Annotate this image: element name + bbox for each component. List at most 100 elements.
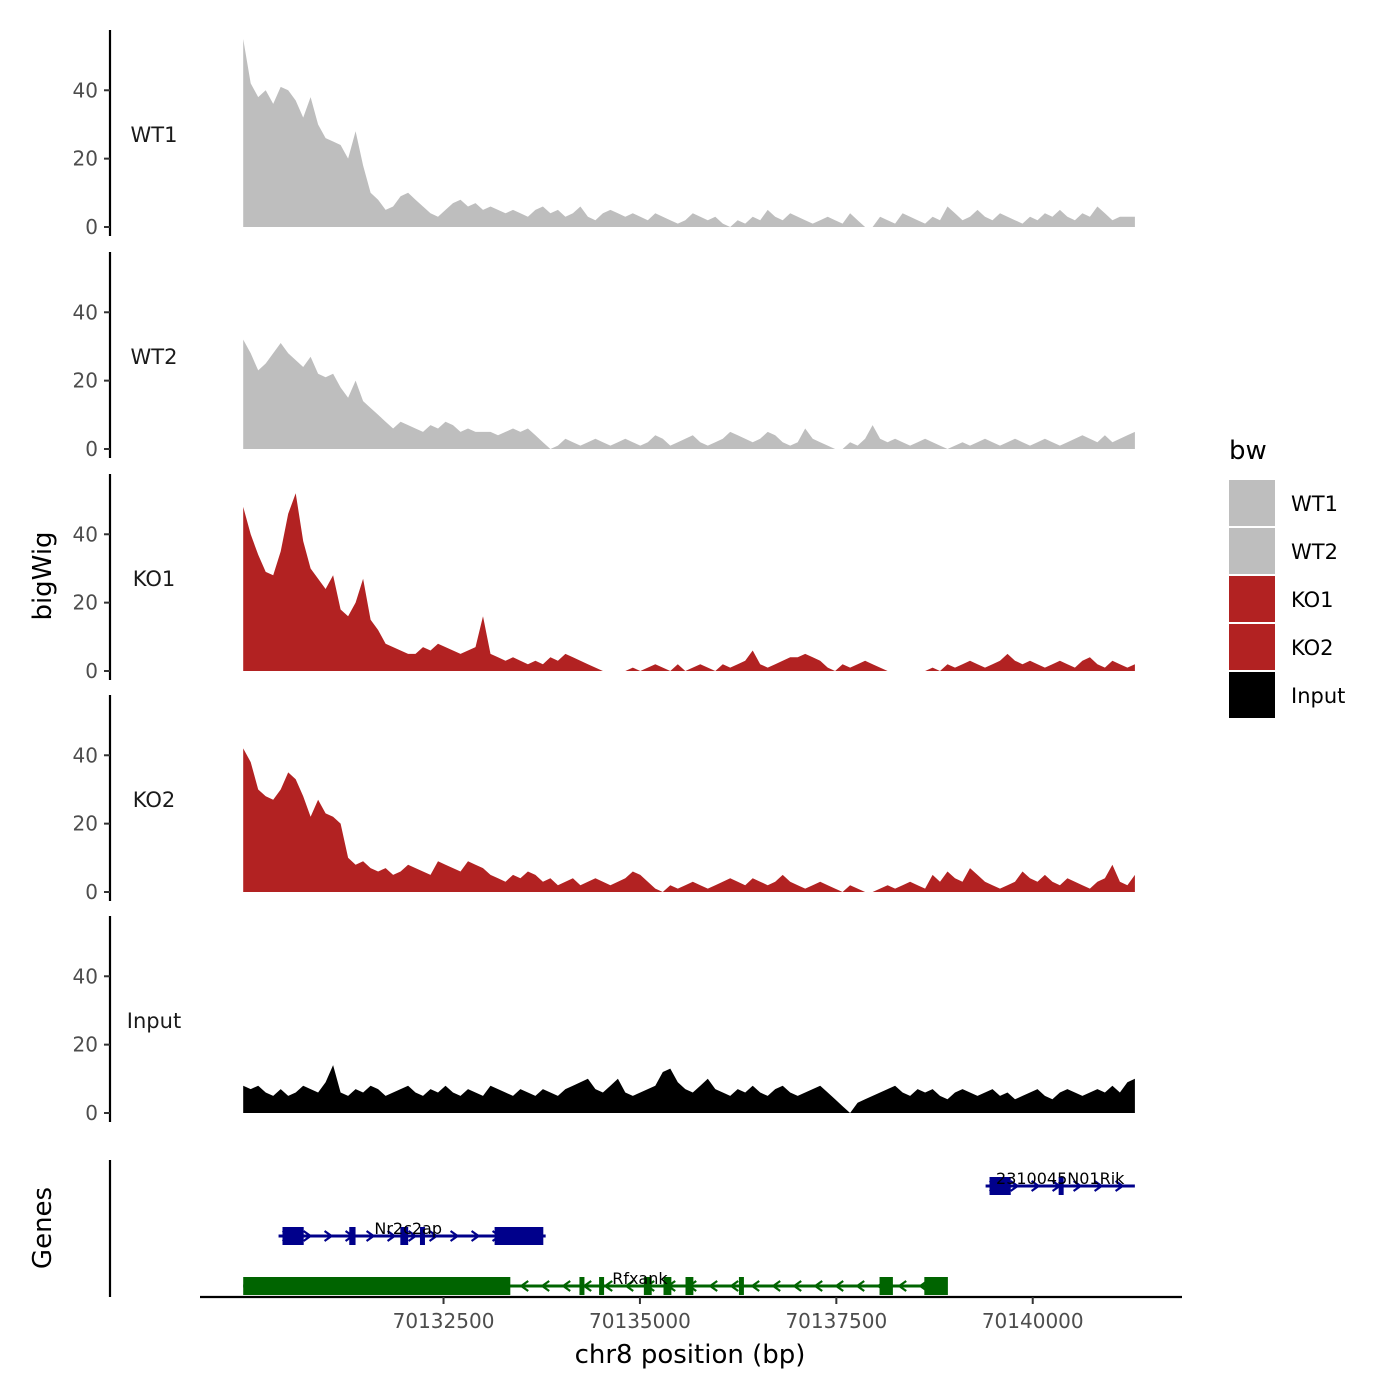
x-tick-label: 70132500 — [393, 1309, 495, 1333]
area-wt2 — [243, 339, 1135, 449]
strand-chevron — [834, 1280, 844, 1292]
legend-label-wt1: WT1 — [1291, 492, 1338, 516]
x-tick-label: 70140000 — [982, 1309, 1084, 1333]
gene-track: 2310045N01Rik Nr2c2ap Rfxank — [108, 1160, 1135, 1297]
exon — [419, 1227, 425, 1245]
track-label-wt1: WT1 — [131, 123, 178, 147]
legend: bw WT1 WT2 KO1 KO2 Input — [1229, 436, 1345, 718]
strand-chevron — [708, 1280, 718, 1292]
exon — [1058, 1177, 1064, 1195]
gene-label: Rfxank — [612, 1269, 668, 1288]
strand-chevron — [1009, 1180, 1020, 1192]
y-tick-label: 20 — [73, 812, 98, 836]
y-tick-label: 0 — [85, 215, 98, 239]
track-input: 0 20 40 Input — [73, 916, 1135, 1125]
exon — [643, 1277, 652, 1295]
strand-chevron — [897, 1280, 907, 1292]
genes-axis-title: Genes — [28, 1187, 58, 1269]
y-tick-label: 20 — [73, 369, 98, 393]
exon — [494, 1227, 544, 1245]
exon — [349, 1227, 356, 1245]
strand-chevron — [365, 1230, 376, 1242]
y-tick-label: 40 — [73, 522, 98, 546]
legend-label-input: Input — [1291, 684, 1345, 708]
track-label-wt2: WT2 — [131, 345, 178, 369]
strand-chevron — [603, 1280, 613, 1292]
y-tick-label: 20 — [73, 591, 98, 615]
track-wt2: 0 20 40 WT2 — [73, 252, 1135, 461]
y-tick-label: 0 — [85, 1101, 98, 1125]
strand-chevron — [449, 1230, 460, 1242]
strand-chevron — [323, 1230, 334, 1242]
legend-label-ko1: KO1 — [1291, 588, 1334, 612]
legend-key-ko1 — [1229, 576, 1275, 622]
y-tick-label: 0 — [85, 880, 98, 904]
x-axis-title: chr8 position (bp) — [575, 1340, 806, 1370]
area-wt1 — [243, 39, 1135, 227]
strand-chevron — [1093, 1180, 1104, 1192]
track-label-input: Input — [127, 1009, 181, 1033]
legend-key-wt1 — [1229, 480, 1275, 526]
legend-key-ko2 — [1229, 624, 1275, 670]
y-tick-label: 20 — [73, 1033, 98, 1057]
strand-chevron — [1114, 1180, 1125, 1192]
strand-chevron — [855, 1280, 865, 1292]
gene-nr2c2ap: Nr2c2ap — [278, 1219, 546, 1245]
exon — [879, 1277, 893, 1295]
strand-chevron — [792, 1280, 802, 1292]
strand-chevron — [771, 1280, 781, 1292]
coverage-tracks: 0 20 40 WT1 0 20 40 WT2 0 20 40 KO1 0 20 40 KO2 0 20 40 Inp… — [73, 30, 1135, 1125]
gene-label: Nr2c2ap — [374, 1219, 442, 1238]
area-ko1 — [243, 493, 1135, 671]
exon — [685, 1277, 694, 1295]
strand-chevron — [624, 1280, 634, 1292]
y-axis-title: bigWig — [28, 531, 58, 620]
y-tick-label: 40 — [73, 78, 98, 102]
gene-rfxank: Rfxank — [243, 1269, 948, 1295]
legend-label-ko2: KO2 — [1291, 636, 1334, 660]
strand-chevron — [561, 1280, 571, 1292]
legend-title: bw — [1229, 436, 1267, 466]
y-tick-label: 0 — [85, 659, 98, 683]
exon — [738, 1277, 744, 1295]
track-ko1: 0 20 40 KO1 — [73, 474, 1135, 683]
y-tick-label: 40 — [73, 743, 98, 767]
strand-chevron — [813, 1280, 823, 1292]
gene-2310045n01rik: 2310045N01Rik — [985, 1169, 1135, 1195]
strand-chevron — [750, 1280, 760, 1292]
legend-key-wt2 — [1229, 528, 1275, 574]
exon — [282, 1227, 304, 1245]
x-tick-label: 70137500 — [785, 1309, 887, 1333]
track-ko2: 0 20 40 KO2 — [73, 695, 1135, 904]
area-ko2 — [243, 748, 1135, 892]
strand-chevron — [407, 1230, 418, 1242]
exon — [243, 1277, 511, 1295]
strand-chevron — [729, 1280, 739, 1292]
exon — [924, 1277, 948, 1295]
strand-chevron — [519, 1280, 529, 1292]
legend-label-wt2: WT2 — [1291, 540, 1338, 564]
area-input — [243, 1065, 1135, 1113]
exon — [579, 1277, 585, 1295]
legend-key-input — [1229, 672, 1275, 718]
y-tick-label: 20 — [73, 147, 98, 171]
exon — [663, 1277, 672, 1295]
gene-label: 2310045N01Rik — [996, 1169, 1125, 1188]
strand-chevron — [1072, 1180, 1083, 1192]
strand-chevron — [428, 1230, 439, 1242]
exon — [400, 1227, 409, 1245]
track-wt1: 0 20 40 WT1 — [73, 30, 1135, 239]
y-tick-label: 40 — [73, 964, 98, 988]
y-tick-label: 40 — [73, 300, 98, 324]
exon — [989, 1177, 1011, 1195]
exon — [599, 1277, 605, 1295]
strand-chevron — [470, 1230, 481, 1242]
track-label-ko2: KO2 — [133, 788, 176, 812]
y-tick-label: 0 — [85, 437, 98, 461]
strand-chevron — [302, 1230, 313, 1242]
strand-chevron — [386, 1230, 397, 1242]
strand-chevron — [540, 1280, 550, 1292]
track-label-ko1: KO1 — [133, 567, 176, 591]
strand-chevron — [1030, 1180, 1041, 1192]
